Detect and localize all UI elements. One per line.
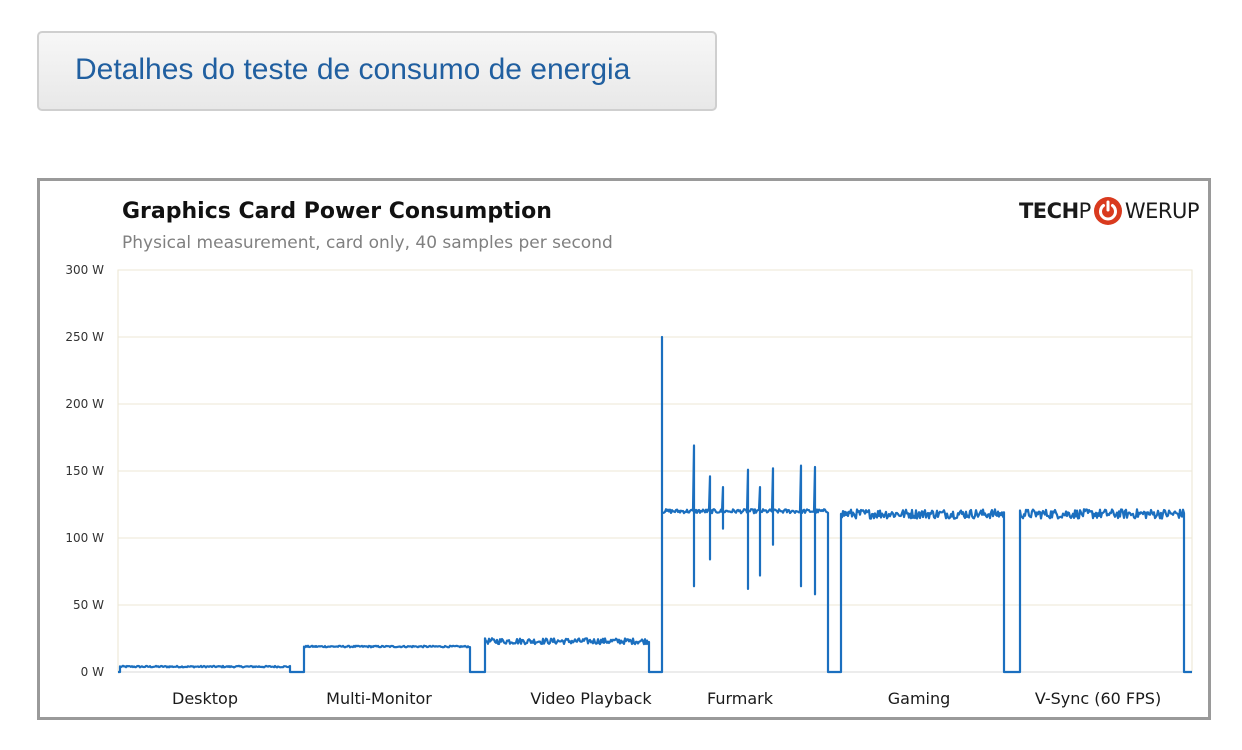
y-tick-label: 0 W	[81, 665, 104, 679]
power-series-line	[118, 335, 1192, 674]
x-axis-category-labels: Desktop Multi-Monitor Video Playback Furmar…	[172, 689, 1161, 708]
techpowerup-logo: TECH P WERUP	[1018, 194, 1200, 228]
logo-text-tech: TECH	[1018, 199, 1079, 223]
chart-title: Graphics Card Power Consumption	[122, 199, 552, 224]
y-tick-label: 250 W	[65, 330, 104, 344]
y-tick-label: 100 W	[65, 531, 104, 545]
x-category-label: Gaming	[888, 689, 951, 708]
x-category-label: V-Sync (60 FPS)	[1035, 689, 1161, 708]
power-details-collapse-button[interactable]: Detalhes do teste de consumo de energia	[37, 31, 717, 111]
y-tick-label: 50 W	[73, 598, 104, 612]
power-series	[118, 335, 1192, 674]
x-category-label: Desktop	[172, 689, 238, 708]
x-category-label: Furmark	[707, 689, 774, 708]
x-category-label: Multi-Monitor	[326, 689, 432, 708]
logo-text-p: P	[1078, 199, 1092, 223]
grid-lines	[117, 269, 1193, 673]
power-icon	[1093, 197, 1122, 225]
power-consumption-chart: 0 W 50 W 100 W 150 W 200 W 250 W 300 W Desktop…	[37, 178, 1211, 720]
logo-text-rest: WERUP	[1124, 199, 1200, 223]
chart-subtitle: Physical measurement, card only, 40 samp…	[122, 233, 613, 253]
y-axis-tick-labels: 0 W 50 W 100 W 150 W 200 W 250 W 300 W	[65, 263, 104, 679]
collapse-button-label: Detalhes do teste de consumo de energia	[75, 53, 631, 86]
y-tick-label: 150 W	[65, 464, 104, 478]
chart-plot: 0 W 50 W 100 W 150 W 200 W 250 W 300 W Desktop…	[65, 263, 1193, 708]
y-tick-label: 200 W	[65, 397, 104, 411]
y-tick-label: 300 W	[65, 263, 104, 277]
x-category-label: Video Playback	[530, 689, 652, 708]
